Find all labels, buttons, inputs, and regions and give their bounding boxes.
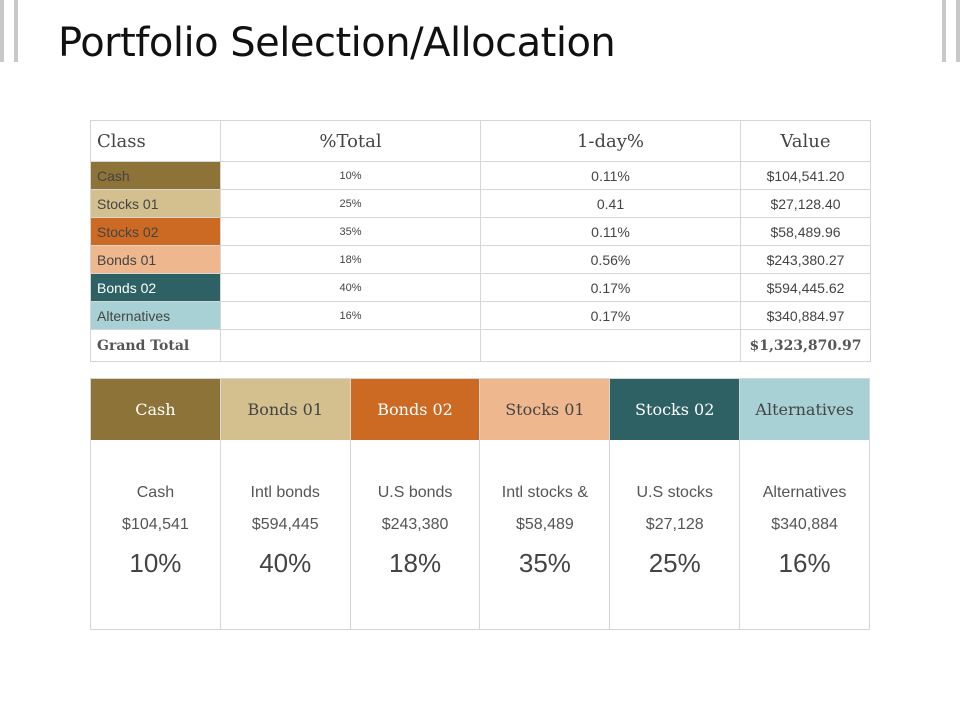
row-value-cell: $340,884.97 [740, 301, 871, 330]
allocation-amount: $27,128 [645, 516, 704, 533]
allocation-column: Stocks 01 Intl stocks & $58,489 35% [480, 379, 611, 629]
allocation-amount: $340,884 [771, 516, 838, 533]
allocation-column-body: Intl bonds $594,445 40% [221, 440, 350, 629]
row-value-cell: $243,380.27 [740, 245, 871, 274]
grand-total-empty-cell [480, 329, 741, 362]
allocation-percent: 35% [518, 548, 571, 578]
edge-bar-left-inner [14, 0, 18, 62]
table-row: Alternatives 16% 0.17% $340,884.97 [90, 301, 871, 330]
allocation-amount: $243,380 [381, 516, 449, 533]
allocation-amount: $104,541 [122, 516, 189, 533]
header-value: Value [740, 120, 871, 162]
edge-bar-left-outer [0, 0, 4, 62]
table-header-row: Class %Total 1-day% Value [90, 120, 871, 162]
allocation-column-header: Cash [91, 379, 220, 440]
allocation-name: Intl bonds [250, 484, 320, 501]
grand-total-value: $1,323,870.97 [740, 329, 871, 362]
grand-total-row: Grand Total $1,323,870.97 [90, 329, 871, 362]
allocation-column-header: Bonds 01 [220, 379, 350, 440]
row-pct-total-cell: 10% [220, 161, 481, 190]
slide-title: Portfolio Selection/Allocation [58, 20, 616, 66]
allocation-summary-grid: Cash Cash $104,541 10% Bonds 01 Intl bon… [90, 378, 870, 630]
allocation-percent: 10% [129, 548, 182, 578]
table-row: Bonds 02 40% 0.17% $594,445.62 [90, 273, 871, 302]
row-class-cell: Stocks 02 [90, 217, 221, 246]
allocation-column-body: Intl stocks & $58,489 35% [480, 440, 609, 629]
allocation-percent: 18% [389, 548, 442, 578]
row-pct-total-cell: 40% [220, 273, 481, 302]
header-pct-total: %Total [220, 120, 481, 162]
row-class-cell: Stocks 01 [90, 189, 221, 218]
allocation-column: Alternatives Alternatives $340,884 16% [740, 379, 869, 629]
allocation-percent: 40% [259, 548, 312, 578]
header-one-day: 1-day% [480, 120, 741, 162]
allocation-name: U.S bonds [377, 484, 453, 501]
allocation-column: Bonds 02 U.S bonds $243,380 18% [350, 379, 481, 629]
allocation-amount: $58,489 [515, 516, 574, 533]
allocation-table: Class %Total 1-day% Value Cash 10% 0.11%… [90, 120, 871, 362]
row-one-day-cell: 0.11% [480, 217, 741, 246]
table-row: Cash 10% 0.11% $104,541.20 [90, 161, 871, 190]
allocation-name: Alternatives [762, 484, 847, 501]
allocation-name: U.S stocks [636, 484, 713, 501]
row-one-day-cell: 0.17% [480, 273, 741, 302]
allocation-column: Cash Cash $104,541 10% [91, 379, 221, 629]
allocation-name: Cash [136, 484, 175, 501]
row-pct-total-cell: 25% [220, 189, 481, 218]
allocation-column-header: Stocks 01 [480, 379, 610, 440]
allocation-amount: $594,445 [251, 516, 319, 533]
row-class-cell: Alternatives [90, 301, 221, 330]
row-pct-total-cell: 16% [220, 301, 481, 330]
allocation-column-body: U.S stocks $27,128 25% [610, 440, 739, 629]
row-pct-total-cell: 18% [220, 245, 481, 274]
allocation-column: Stocks 02 U.S stocks $27,128 25% [610, 379, 741, 629]
allocation-column-header: Alternatives [740, 379, 869, 440]
row-value-cell: $27,128.40 [740, 189, 871, 218]
row-class-cell: Bonds 02 [90, 273, 221, 302]
edge-bar-right-outer [956, 0, 960, 62]
grand-total-label: Grand Total [90, 329, 221, 362]
table-row: Stocks 01 25% 0.41 $27,128.40 [90, 189, 871, 218]
row-one-day-cell: 0.17% [480, 301, 741, 330]
allocation-percent: 25% [648, 548, 701, 578]
row-value-cell: $594,445.62 [740, 273, 871, 302]
header-class: Class [90, 120, 221, 162]
row-value-cell: $104,541.20 [740, 161, 871, 190]
table-row: Bonds 01 18% 0.56% $243,380.27 [90, 245, 871, 274]
row-pct-total-cell: 35% [220, 217, 481, 246]
allocation-percent: 16% [778, 548, 831, 578]
table-row: Stocks 02 35% 0.11% $58,489.96 [90, 217, 871, 246]
row-class-cell: Cash [90, 161, 221, 190]
grand-total-empty-cell [220, 329, 481, 362]
allocation-column: Bonds 01 Intl bonds $594,445 40% [220, 379, 351, 629]
row-one-day-cell: 0.41 [480, 189, 741, 218]
allocation-column-header: Bonds 02 [350, 379, 480, 440]
row-one-day-cell: 0.56% [480, 245, 741, 274]
allocation-column-body: Cash $104,541 10% [91, 440, 220, 629]
row-class-cell: Bonds 01 [90, 245, 221, 274]
allocation-column-body: Alternatives $340,884 16% [740, 440, 869, 629]
allocation-name: Intl stocks & [501, 484, 589, 501]
row-value-cell: $58,489.96 [740, 217, 871, 246]
row-one-day-cell: 0.11% [480, 161, 741, 190]
edge-bar-right-inner [942, 0, 946, 62]
allocation-column-body: U.S bonds $243,380 18% [351, 440, 480, 629]
allocation-column-header: Stocks 02 [610, 379, 740, 440]
